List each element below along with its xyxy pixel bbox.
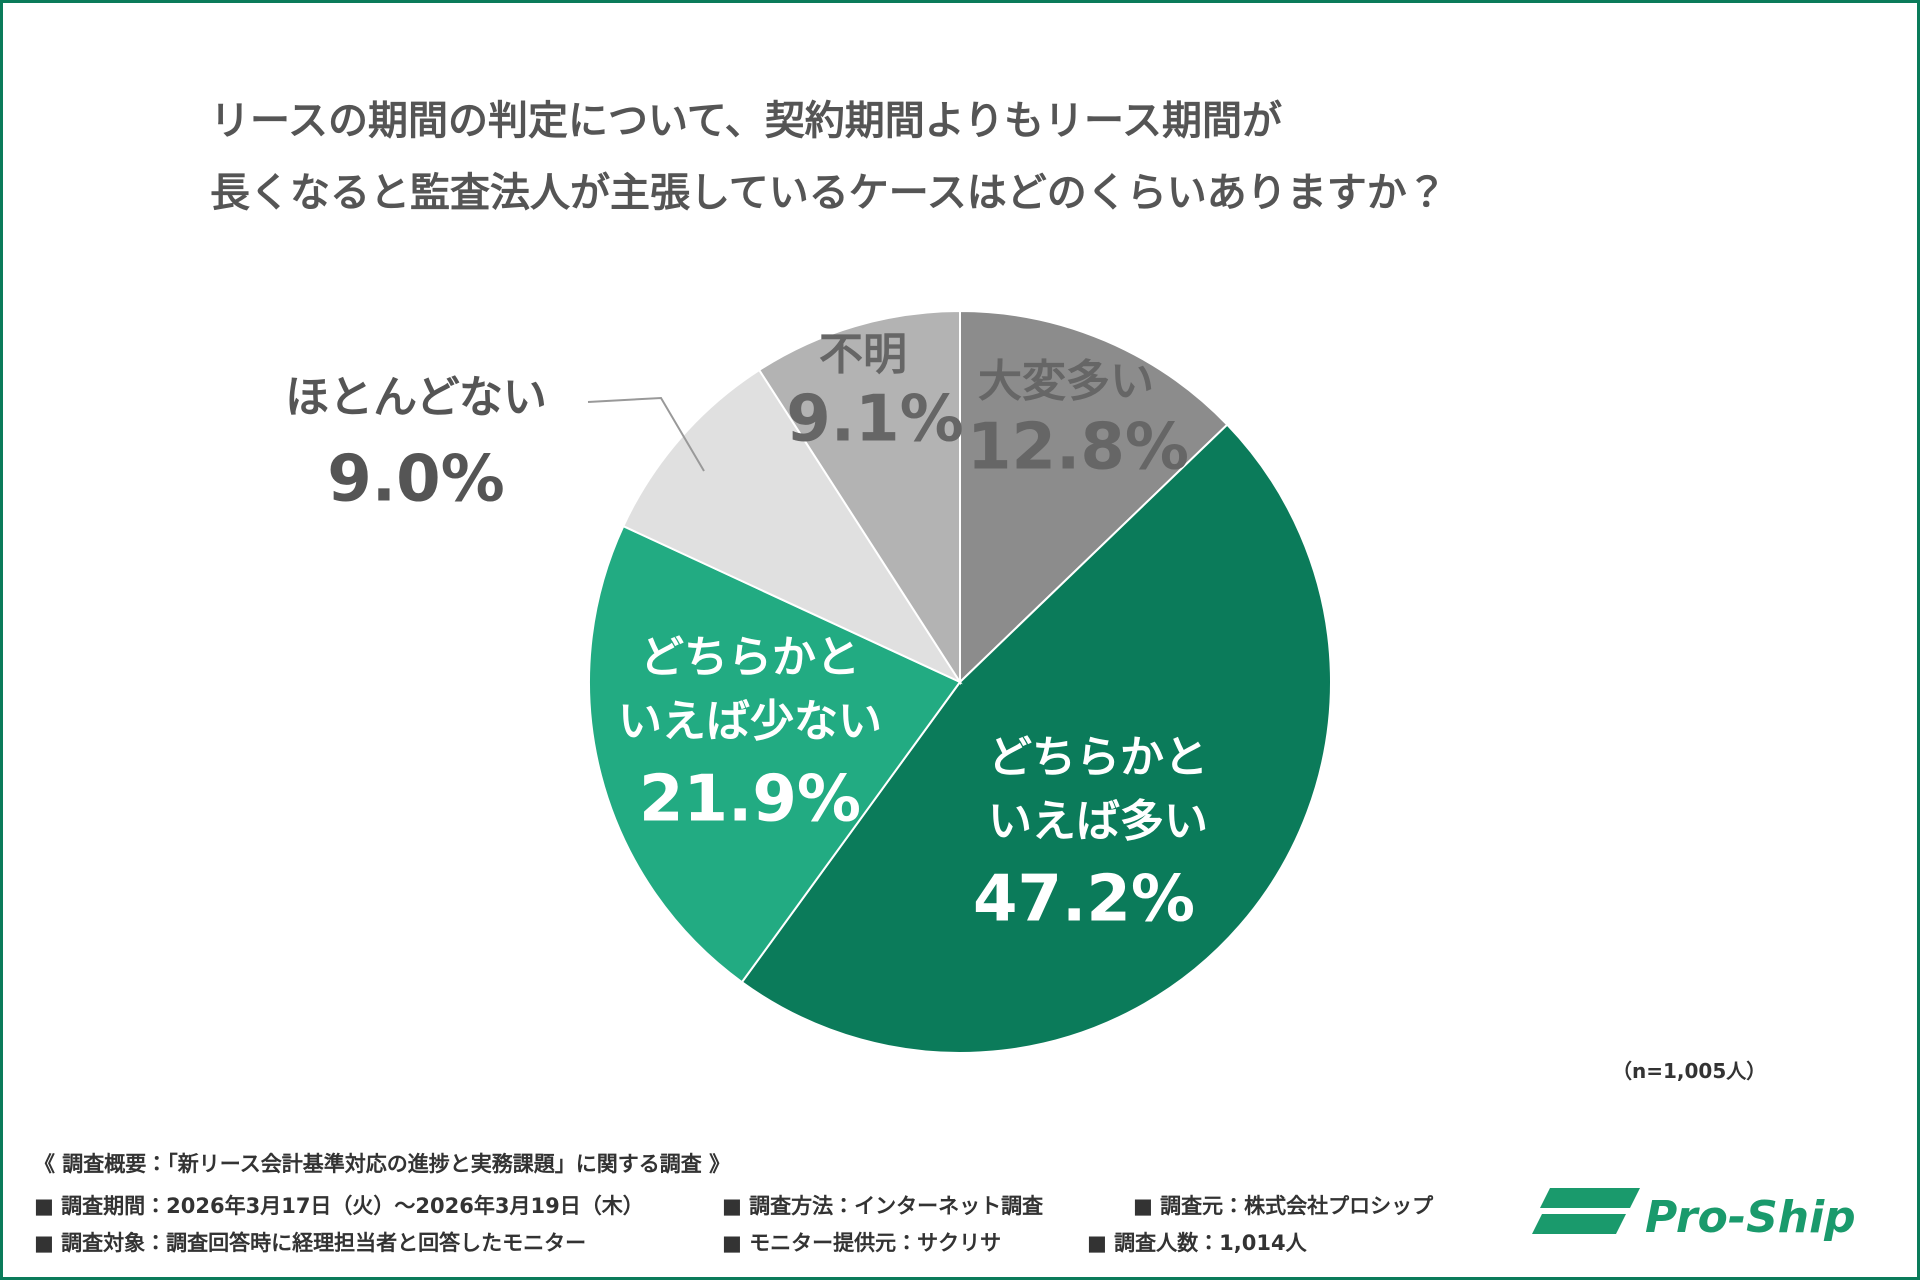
leader-line — [587, 396, 705, 472]
pie-slice — [621, 368, 963, 685]
value-label: 12.8% — [966, 410, 1190, 485]
slice-label: 不明 — [819, 329, 907, 381]
slice-label: ほとんどない — [285, 372, 547, 424]
pie-slice — [757, 309, 961, 686]
slice-label: どちらかと いえば少ない — [618, 632, 882, 747]
value-label: 9.0% — [327, 442, 505, 517]
title-line: リースの期間の判定について、契約期間よりもリース期間が — [210, 98, 1282, 144]
footer-item: ■ 調査元：株式会社プロシップ — [1133, 1194, 1434, 1218]
logo-mark — [1532, 1188, 1640, 1234]
title-line: 長くなると監査法人が主張しているケースはどのくらいありますか？ — [210, 170, 1447, 216]
slice-label: どちらかと いえば多い — [988, 732, 1208, 847]
pie-slice — [740, 423, 1332, 1054]
value-label: 21.9% — [638, 762, 862, 837]
slice-label: 大変多い — [978, 356, 1154, 408]
logo-text: Pro-Ship — [1645, 1192, 1856, 1243]
sample-note: （n=1,005人） — [1612, 1059, 1767, 1083]
footer-item: ■ 調査方法：インターネット調査 — [722, 1194, 1044, 1218]
value-label: 9.1% — [786, 382, 964, 457]
footer-item: ■ 調査対象：調査回答時に経理担当者と回答したモニター — [34, 1231, 587, 1255]
footer-item: ■ 調査人数：1,014人 — [1087, 1231, 1307, 1255]
footer-item: ■ モニター提供元：サクリサ — [722, 1231, 1002, 1255]
footer-heading: 《 調査概要：「新リース会計基準対応の進捗と実務課題」に関する調査 》 — [34, 1152, 731, 1176]
footer-item: ■ 調査期間：2026年3月17日（火）～2026年3月19日（木） — [34, 1194, 644, 1218]
value-label: 47.2% — [972, 862, 1196, 937]
pie-slice — [959, 309, 1229, 685]
